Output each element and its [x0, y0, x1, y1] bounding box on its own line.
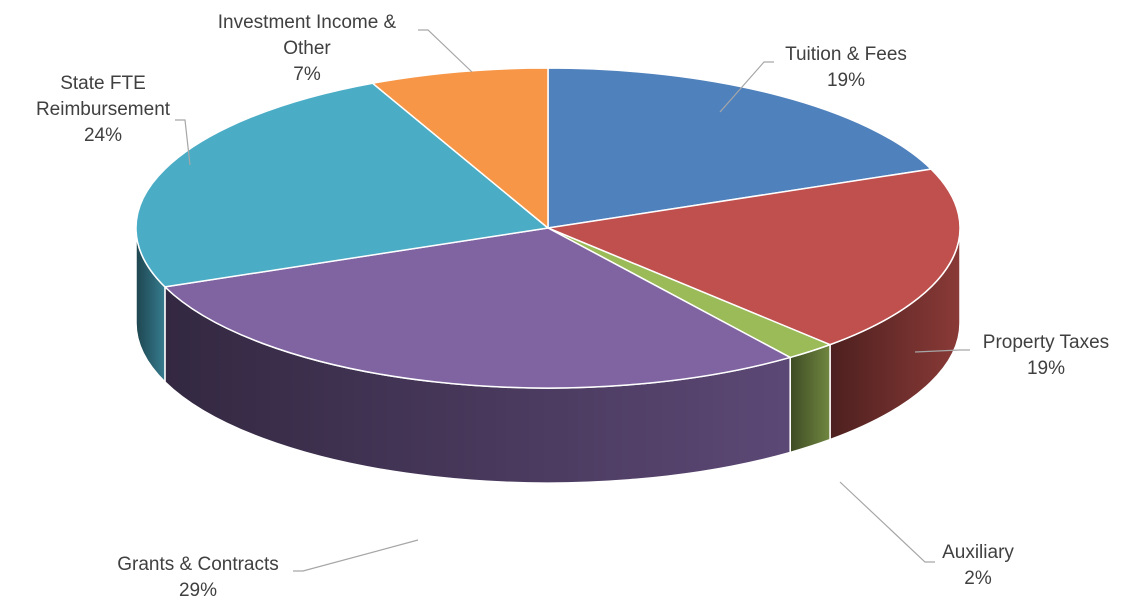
slice-percent-text: 2% [964, 568, 992, 589]
leader-line-investment-income-and-other [418, 29, 473, 73]
data-label-state-fte-reimbursement: State FTE Reimbursement 24% [36, 73, 171, 146]
slice-percent-text: 29% [179, 580, 217, 601]
data-label-tuition-and-fees: Tuition & Fees 19% [785, 44, 907, 91]
data-label-investment-income-and-other: Investment Income & Other 7% [218, 12, 397, 85]
leader-line-tuition-and-fees [719, 61, 774, 113]
slice-label-text: Grants & Contracts [117, 554, 279, 575]
slice-label-text: Auxiliary [942, 542, 1014, 563]
slice-label-text: Property Taxes [983, 332, 1109, 353]
data-label-auxiliary: Auxiliary 2% [942, 542, 1014, 589]
leader-line-auxiliary [839, 481, 935, 563]
slice-percent-text: 24% [84, 125, 122, 146]
data-label-property-taxes: Property Taxes 19% [983, 332, 1109, 379]
pie-slice-tuition-and-fees [547, 67, 932, 229]
slice-percent-text: 7% [293, 64, 321, 85]
slice-label-text: Other [283, 38, 331, 59]
leader-line-property-taxes [914, 349, 970, 353]
data-label-grants-and-contracts: Grants & Contracts 29% [117, 554, 279, 601]
leader-line-grants-and-contracts [293, 539, 419, 572]
slice-label-text: State FTE [60, 73, 146, 94]
pie-slice-state-fte-reimbursement [135, 82, 549, 288]
pie-slice-investment-income-and-other [371, 67, 549, 229]
slice-label-text: Tuition & Fees [785, 44, 907, 65]
slice-percent-text: 19% [827, 70, 865, 91]
slice-label-text: Reimbursement [36, 99, 171, 120]
pie-side-auxiliary [789, 343, 831, 454]
leader-line-state-fte-reimbursement [175, 119, 191, 166]
slice-percent-text: 19% [1027, 358, 1065, 379]
pie-slice-property-taxes [547, 168, 961, 346]
pie-slice-grants-and-contracts [164, 227, 791, 389]
slice-label-text: Investment Income & [218, 12, 397, 33]
